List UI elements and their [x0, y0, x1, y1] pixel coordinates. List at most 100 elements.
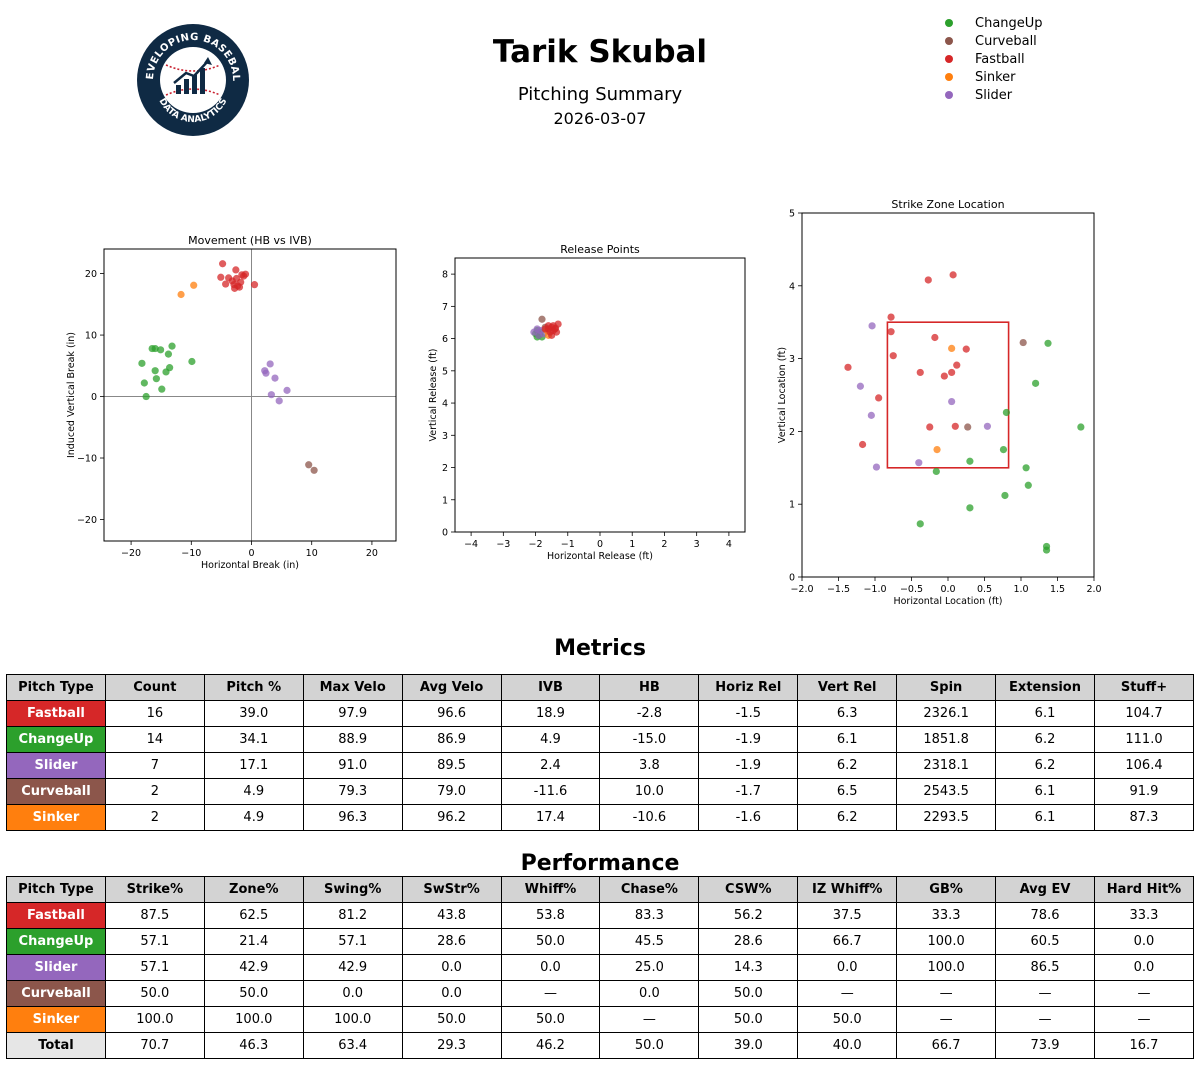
table-cell: 0.0 — [500, 954, 601, 981]
table-cell: — — [599, 1006, 700, 1033]
data-point-fastball — [953, 361, 961, 369]
table-cell: 73.9 — [995, 1032, 1095, 1059]
x-tick-label: −1 — [561, 539, 575, 550]
column-header: Avg Velo — [401, 674, 502, 701]
table-cell: 50.0 — [698, 1006, 799, 1033]
data-point-slider — [283, 386, 291, 394]
table-cell: 40.0 — [797, 1032, 898, 1059]
table-cell: 50.0 — [500, 928, 601, 955]
metrics-title: Metrics — [554, 636, 646, 661]
metrics-table: Pitch Type Count Pitch % Max Velo Avg Velo IV… — [6, 674, 1195, 831]
table-cell: — — [1093, 1006, 1195, 1033]
x-tick-label: −4 — [464, 539, 478, 550]
game-date: 2026-03-07 — [553, 109, 647, 128]
x-tick-label: 0.0 — [940, 584, 955, 595]
table-cell: 2318.1 — [896, 752, 997, 779]
y-tick-label: 20 — [85, 269, 97, 280]
data-point-changeup — [152, 375, 160, 383]
logo: DEVELOPING BASEBALL DATA ANALYTICS — [136, 23, 249, 136]
table-cell: -1.9 — [698, 752, 799, 779]
data-point-changeup — [188, 357, 196, 366]
x-tick-label: 0 — [597, 539, 603, 550]
plot-frame — [801, 212, 1095, 578]
legend-label: ChangeUp — [975, 15, 1043, 31]
column-header: HB — [599, 674, 700, 701]
data-point-changeup — [999, 446, 1008, 454]
table-cell: 46.2 — [500, 1032, 601, 1059]
data-point-changeup — [168, 342, 176, 350]
table-cell: 79.3 — [302, 778, 403, 805]
table-cell: 87.3 — [1093, 804, 1195, 831]
data-point-fastball — [916, 368, 924, 377]
table-cell: 33.3 — [896, 902, 997, 929]
data-point-fastball — [962, 345, 970, 353]
data-point-changeup — [164, 350, 173, 358]
table-cell: 70.7 — [104, 1032, 205, 1059]
x-tick-label: −2 — [529, 539, 543, 550]
page-subtitle: Pitching Summary — [517, 84, 683, 105]
pitch-type-cell: Curveball — [6, 980, 106, 1007]
data-point-slider — [267, 391, 275, 399]
x-tick-label: −3 — [496, 539, 510, 550]
column-header: Vert Rel — [797, 674, 898, 701]
table-cell: -1.6 — [698, 804, 799, 831]
table-cell: 100.0 — [104, 1006, 205, 1033]
plot-frame — [454, 257, 746, 533]
table-cell: 2543.5 — [896, 778, 997, 805]
data-point-changeup — [151, 367, 159, 375]
pitch-type-cell: ChangeUp — [6, 928, 106, 955]
data-point-fastball — [889, 352, 897, 360]
y-tick-label: −20 — [77, 515, 97, 526]
legend-label: Fastball — [975, 51, 1025, 67]
table-row: Fastball 87.5 62.5 81.2 43.8 53.8 83.3 56.2 37.5… — [6, 902, 1195, 929]
table-cell: 1851.8 — [896, 726, 997, 753]
data-point-fastball — [237, 278, 245, 286]
y-tick-label: 5 — [442, 366, 448, 377]
table-cell: 96.2 — [401, 804, 502, 831]
column-header: IZ Whiff% — [797, 876, 898, 903]
table-cell: 66.7 — [797, 928, 898, 955]
table-row: Total 70.7 46.3 63.4 29.3 46.2 50.0 39.0 40.0 66.… — [6, 1032, 1195, 1059]
x-axis-label: Horizontal Break (in) — [201, 560, 299, 571]
column-header: Pitch Type — [6, 674, 106, 701]
table-cell: 97.9 — [302, 700, 403, 727]
x-tick-label: −2.0 — [790, 584, 813, 595]
legend-marker — [945, 91, 953, 99]
data-point-fastball — [951, 422, 959, 430]
column-header: Chase% — [599, 876, 700, 903]
data-point-fastball — [949, 271, 957, 279]
x-tick-label: 0 — [248, 548, 254, 559]
table-cell: 57.1 — [104, 928, 205, 955]
table-cell: 100.0 — [302, 1006, 403, 1033]
table-cell: 6.1 — [995, 804, 1095, 831]
table-cell: 83.3 — [599, 902, 700, 929]
data-point-fastball — [858, 440, 867, 449]
x-tick-label: 3 — [694, 539, 700, 550]
data-point-fastball — [887, 313, 895, 321]
data-point-slider — [856, 382, 865, 390]
data-point-slider — [872, 463, 881, 471]
table-cell: 6.1 — [995, 778, 1095, 805]
x-axis-label: Horizontal Location (ft) — [893, 596, 1002, 607]
table-cell: 106.4 — [1093, 752, 1195, 779]
data-point-slider — [275, 397, 283, 405]
data-point-changeup — [156, 346, 165, 354]
data-point-curveball — [305, 461, 313, 469]
y-axis-label: Vertical Release (ft) — [428, 348, 439, 441]
legend-item: Sinker — [940, 68, 1043, 86]
chart-3: −2.0 −1.5 −1.0 −0.5 0.0 0.5 1.0 1.5 2.0 0 1 2 3 4 5 Str… — [777, 198, 1102, 607]
table-cell: 17.4 — [500, 804, 601, 831]
data-point-changeup — [1032, 379, 1040, 387]
data-point-fastball — [887, 328, 895, 336]
table-cell: 39.0 — [698, 1032, 799, 1059]
table-cell: 6.2 — [797, 804, 898, 831]
table-cell: 0.0 — [599, 980, 700, 1007]
data-point-changeup — [1001, 491, 1009, 500]
table-cell: 16.7 — [1093, 1032, 1195, 1059]
data-point-curveball — [1019, 338, 1027, 347]
column-header: Whiff% — [500, 876, 601, 903]
table-cell: 2 — [104, 778, 205, 805]
table-cell: -11.6 — [500, 778, 601, 805]
y-tick-label: 4 — [789, 281, 795, 292]
performance-table: Pitch Type Strike% Zone% Swing% SwStr% Whiff%… — [6, 876, 1195, 1059]
